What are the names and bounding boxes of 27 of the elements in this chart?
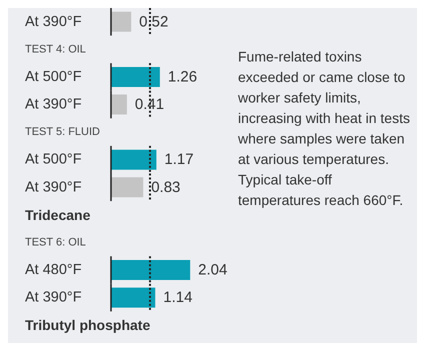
y-tick-label: Tributyl phosphate [25, 317, 150, 334]
bar [111, 288, 156, 308]
bar [111, 150, 156, 170]
data-label: 0.83 [151, 178, 180, 196]
data-label: 1.17 [164, 151, 194, 168]
y-tick-label: TEST 4: OIL [25, 43, 86, 56]
y-tick-label: At 500°F [25, 68, 82, 85]
y-tick-label: TEST 5: FLUID [25, 126, 100, 138]
data-label: 0.52 [139, 13, 168, 30]
bar [111, 94, 127, 115]
data-label: 1.26 [168, 68, 198, 86]
data-label: 0.41 [134, 96, 164, 114]
y-tick-label: At 500°F [25, 152, 82, 168]
y-tick-label: At 480°F [25, 262, 82, 278]
y-tick-label: TEST 6: OIL [25, 236, 86, 248]
bar [111, 177, 144, 198]
y-tick-label: At 390°F [25, 14, 82, 30]
y-tick-label: At 390°F [25, 96, 82, 113]
bar [111, 66, 160, 87]
data-label: 1.14 [163, 289, 192, 306]
text: Fume-related toxins exceeded or came close to worker safety limits, increasing with heat in tests where samples were taken at various temperatures. Typical take-off temperatures reach 660°F. [237, 48, 414, 208]
data-label: 2.04 [198, 262, 228, 279]
y-tick-label: Tridecane [25, 206, 91, 223]
y-tick-label: At 390°F [25, 179, 82, 196]
y-tick-label: At 390°F [25, 290, 82, 306]
bar [111, 260, 190, 280]
bar [111, 12, 132, 32]
